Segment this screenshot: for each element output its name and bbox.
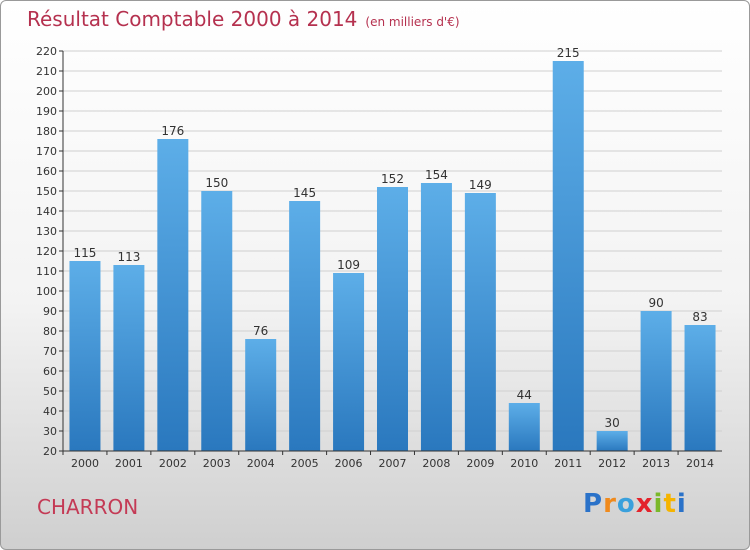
data-label-2011: 215: [557, 46, 580, 60]
bar-2013: [640, 311, 672, 451]
data-label-2000: 115: [74, 246, 97, 260]
bar-2008: [420, 183, 452, 451]
x-tick-label-2008: 2008: [422, 457, 450, 470]
bar-2009: [464, 193, 496, 451]
y-tick-label: 140: [36, 205, 57, 218]
y-tick-label: 130: [36, 225, 57, 238]
x-tick-label-2003: 2003: [203, 457, 231, 470]
x-tick-label-2011: 2011: [554, 457, 582, 470]
logo-letter: o: [616, 489, 636, 519]
x-tick-label-2005: 2005: [291, 457, 319, 470]
logo-letter: r: [603, 489, 617, 519]
city-name: CHARRON: [37, 495, 139, 519]
y-tick-label: 90: [43, 305, 57, 318]
data-label-2008: 154: [425, 168, 448, 182]
data-label-2009: 149: [469, 178, 492, 192]
y-tick-label: 150: [36, 185, 57, 198]
y-tick-label: 70: [43, 345, 57, 358]
logo-letter: P: [583, 489, 604, 519]
y-tick-label: 60: [43, 365, 57, 378]
x-tick-label-2001: 2001: [115, 457, 143, 470]
bar-2012: [596, 431, 628, 451]
y-tick-label: 40: [43, 405, 57, 418]
data-label-2004: 76: [253, 324, 268, 338]
data-label-2013: 90: [648, 296, 663, 310]
bar-2006: [333, 273, 365, 451]
x-tick-label-2007: 2007: [379, 457, 407, 470]
y-tick-label: 120: [36, 245, 57, 258]
logo-letter: x: [635, 489, 654, 519]
data-label-2012: 30: [605, 416, 620, 430]
bar-2007: [377, 187, 408, 451]
data-label-2001: 113: [117, 250, 140, 264]
data-label-2006: 109: [337, 258, 360, 272]
data-labels: 115 113 176 150 76 145 109 152 154 149 44 215 30 90 83: [74, 46, 708, 430]
data-label-2007: 152: [381, 172, 404, 186]
data-label-2003: 150: [205, 176, 228, 190]
chart-title: Résultat Comptable 2000 à 2014 (en millie…: [27, 7, 460, 31]
chart-title-text: Résultat Comptable 2000 à 2014: [27, 7, 358, 31]
logo-letter: i: [653, 489, 664, 519]
data-label-2010: 44: [517, 388, 532, 402]
y-tick-label: 80: [43, 325, 57, 338]
x-tick-label-2004: 2004: [247, 457, 275, 470]
data-label-2014: 83: [692, 310, 707, 324]
bar-2001: [113, 265, 145, 451]
y-tick-label: 30: [43, 425, 57, 438]
x-tick-label-2006: 2006: [335, 457, 363, 470]
data-label-2005: 145: [293, 186, 316, 200]
logo-letter: i: [676, 489, 687, 519]
y-tick-label: 190: [36, 105, 57, 118]
y-tick-label: 200: [36, 85, 57, 98]
bar-2011: [552, 61, 584, 451]
data-label-2002: 176: [161, 124, 184, 138]
y-tick-label: 220: [36, 45, 57, 58]
bar-2005: [289, 201, 321, 451]
x-tick-label-2010: 2010: [510, 457, 538, 470]
bar-2010: [508, 403, 540, 451]
y-tick-label: 20: [43, 445, 57, 458]
y-tick-label: 210: [36, 65, 57, 78]
bar-2000: [69, 261, 101, 451]
y-tick-label: 100: [36, 285, 57, 298]
chart-subtitle: (en milliers d'€): [365, 15, 460, 29]
x-tick-label-2013: 2013: [642, 457, 670, 470]
axes: 20 30 40 50 60 70 80 90 100 110 120 130 140 150 160 170…: [36, 45, 722, 470]
bar-2004: [245, 339, 277, 451]
x-tick-label-2014: 2014: [686, 457, 714, 470]
bars: [69, 61, 716, 451]
x-tick-label-2002: 2002: [159, 457, 187, 470]
logo-letter: t: [663, 489, 677, 519]
x-tick-label-2012: 2012: [598, 457, 626, 470]
bar-2003: [201, 191, 233, 451]
proxiti-logo: Proxiti: [583, 489, 687, 519]
y-tick-label: 110: [36, 265, 57, 278]
bar-2002: [157, 139, 189, 451]
x-tick-label-2000: 2000: [71, 457, 99, 470]
y-tick-label: 170: [36, 145, 57, 158]
x-tick-label-2009: 2009: [466, 457, 494, 470]
y-tick-label: 180: [36, 125, 57, 138]
y-tick-label: 160: [36, 165, 57, 178]
y-tick-label: 50: [43, 385, 57, 398]
bar-2014: [684, 325, 716, 451]
